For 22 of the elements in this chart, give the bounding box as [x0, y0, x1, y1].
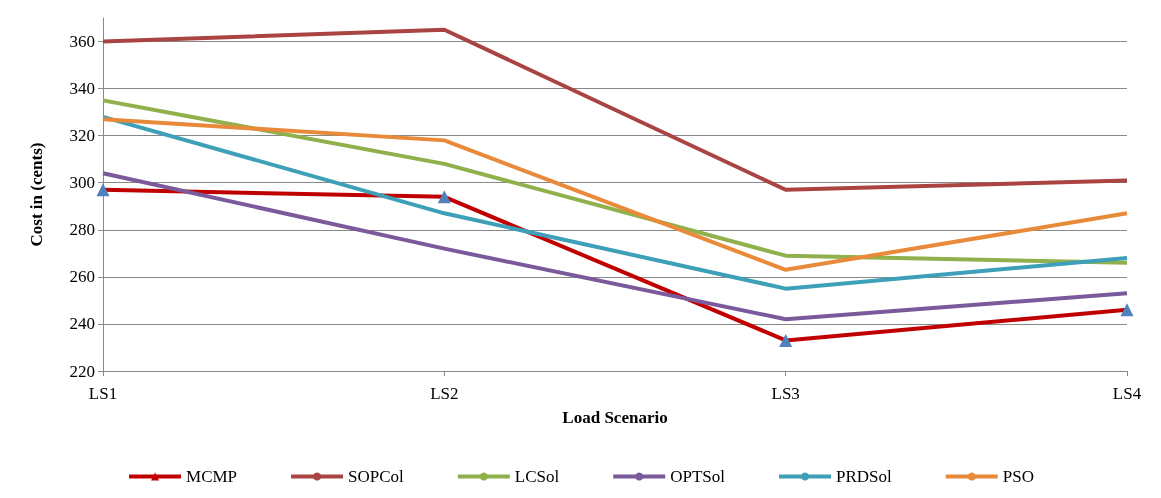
y-tick-label: 320: [69, 126, 95, 146]
legend-label: SOPCol: [348, 467, 405, 486]
line-series: [101, 171, 1129, 322]
y-tick-label: 220: [69, 361, 95, 381]
x-axis-title: Load Scenario: [562, 408, 668, 427]
legend-label: MCMP: [186, 467, 238, 486]
x-tick-label: LS2: [430, 384, 459, 403]
y-tick-label: 280: [69, 220, 95, 240]
x-tick-label: LS3: [771, 384, 800, 403]
x-tick-label: LS4: [1112, 384, 1142, 403]
y-axis-title: Cost in (cents): [27, 142, 46, 247]
y-tick-label: 260: [69, 267, 95, 287]
y-tick-label: 300: [69, 173, 95, 193]
y-tick-label: 240: [69, 314, 95, 334]
legend-label: OPTSol: [670, 467, 726, 486]
line-series: [101, 27, 1129, 192]
x-tick-label: LS1: [88, 384, 118, 403]
y-tick-label: 360: [69, 32, 95, 52]
legend-label: LCSol: [514, 467, 560, 486]
legend-label: PRDSol: [836, 467, 893, 486]
legend-label: PSO: [1002, 467, 1034, 486]
y-tick-label: 340: [69, 79, 95, 99]
